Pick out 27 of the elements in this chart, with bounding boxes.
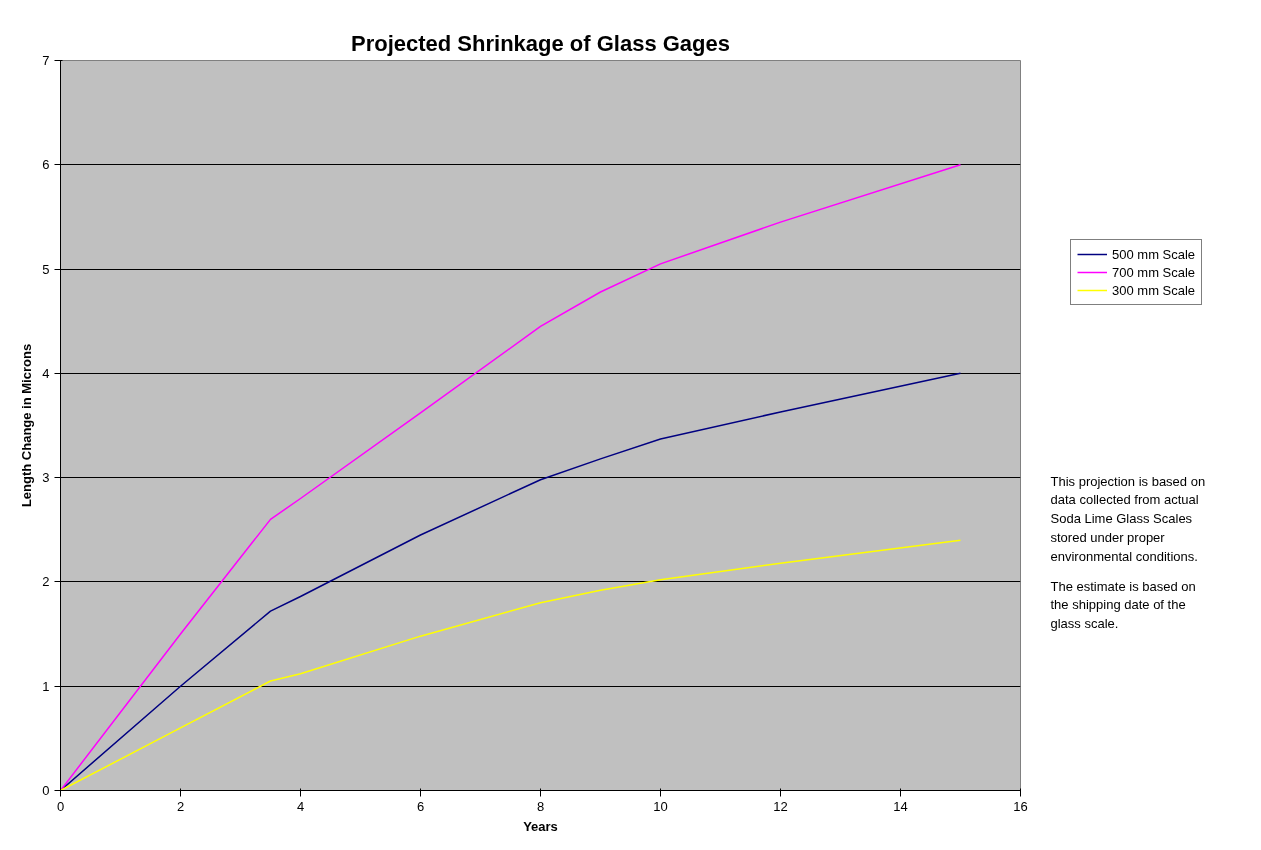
chart-title: Projected Shrinkage of Glass Gages: [350, 30, 731, 56]
x-tick-label: 12: [773, 798, 788, 814]
y-tick-label: 0: [42, 783, 50, 798]
y-tick-label: 6: [42, 157, 50, 173]
y-tick-label: 3: [42, 470, 50, 486]
x-tick-label: 16: [1013, 798, 1028, 814]
x-tick-label: 14: [893, 798, 908, 814]
y-axis-title: Length Change in Microns: [19, 343, 35, 508]
y-tick-label: 1: [42, 678, 50, 694]
x-axis-title: Years: [523, 818, 558, 834]
x-tick-label: 10: [653, 798, 668, 814]
text: This projection is based on data collected from actual Soda Lime Glass Scales stored under proper environmental conditions.: [1050, 473, 1206, 564]
text: The estimate is based on the shipping date of the glass scale.: [1050, 578, 1196, 631]
x-tick-label: 2: [176, 798, 185, 814]
x-tick-label: 8: [536, 798, 545, 814]
line-series: [60, 539, 962, 791]
legend-label: 500 mm Scale: [1112, 246, 1196, 262]
x-tick-label: 0: [56, 798, 65, 814]
y-tick-label: 4: [42, 365, 50, 381]
y-tick-label: 2: [42, 574, 50, 590]
y-tick-label: 7: [42, 53, 50, 68]
legend-label: 700 mm Scale: [1112, 264, 1196, 280]
line-series: [60, 164, 962, 791]
x-tick-label: 4: [296, 798, 305, 814]
x-tick-label: 6: [416, 798, 425, 814]
y-tick-label: 5: [42, 261, 50, 277]
legend-label: 300 mm Scale: [1112, 282, 1196, 298]
